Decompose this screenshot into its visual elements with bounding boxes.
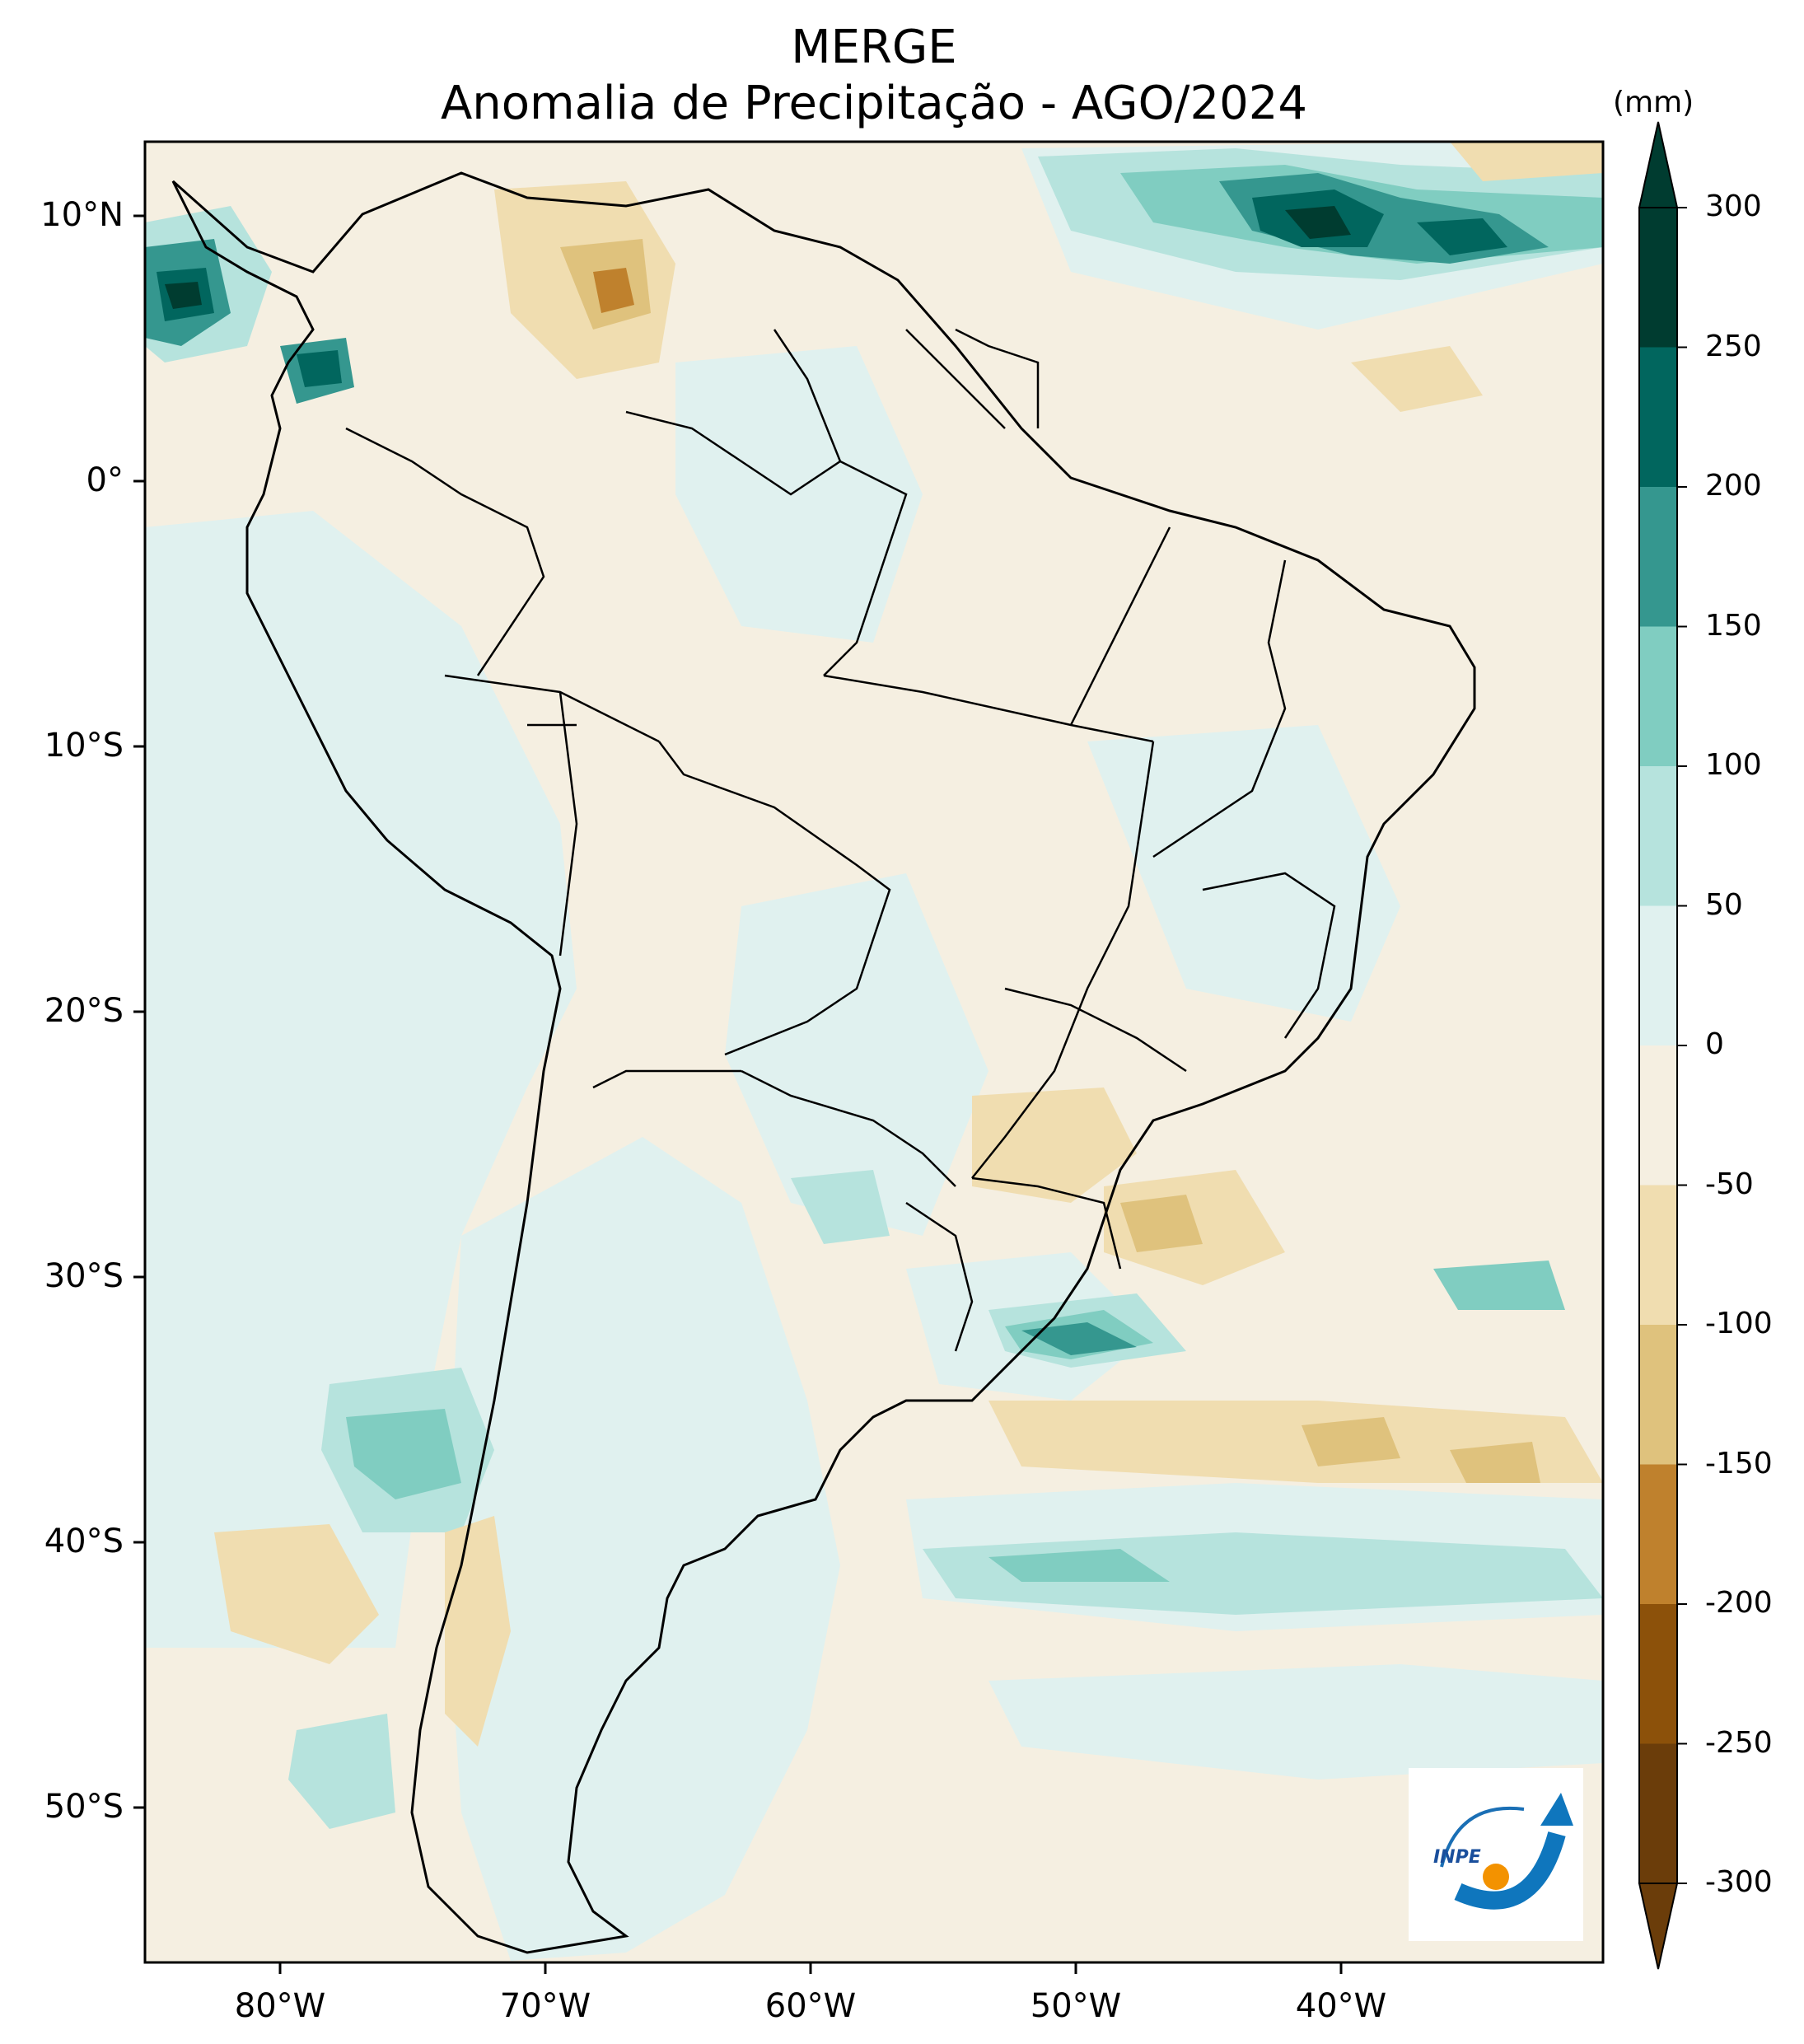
lon-label-40w: 40°W <box>1295 1987 1387 2025</box>
colorbar-segment <box>1639 626 1677 767</box>
colorbar-tick-label: 250 <box>1705 329 1762 363</box>
colorbar-tick-label: 50 <box>1705 887 1743 922</box>
lat-label-40s: 40°S <box>44 1522 124 1560</box>
strong-dry-regions <box>593 268 634 313</box>
colorbar-unit: (mm) <box>1613 86 1694 119</box>
lon-label-70w: 70°W <box>499 1987 591 2025</box>
colorbar-segment <box>1639 1604 1677 1744</box>
colorbar-extend-top <box>1638 121 1679 208</box>
colorbar-segment <box>1639 1045 1677 1186</box>
inpe-logo-text: INPE <box>1433 1847 1481 1868</box>
colorbar <box>1638 121 1687 1970</box>
lon-label-50w: 50°W <box>1030 1987 1122 2025</box>
colorbar-extend-bottom <box>1638 1883 1679 1970</box>
colorbar-tick-label: -50 <box>1705 1167 1754 1201</box>
country-borders <box>345 328 1336 1352</box>
colorbar-tick-label: -300 <box>1705 1865 1773 1899</box>
south-america-coastline <box>171 171 1476 1954</box>
colorbar-segment <box>1639 1325 1677 1465</box>
colorbar-segment <box>1639 487 1677 627</box>
colorbar-tick-label: -250 <box>1705 1725 1773 1760</box>
colorbar-tick-label: -100 <box>1705 1307 1773 1340</box>
lat-label-10s: 10°S <box>44 727 124 765</box>
colorbar-segment <box>1639 1464 1677 1605</box>
colorbar-tick-label: 300 <box>1705 189 1762 223</box>
lat-label-0: 0° <box>86 461 124 499</box>
inpe-logo-icon <box>1440 1793 1573 1910</box>
colorbar-tick-label: -150 <box>1705 1446 1773 1480</box>
colorbar-segment <box>1639 208 1677 348</box>
colorbar-tick-label: 200 <box>1705 469 1762 503</box>
inpe-logo: INPE <box>1409 1768 1583 1941</box>
lat-label-50s: 50°S <box>44 1788 124 1826</box>
colorbar-segment <box>1639 1743 1677 1884</box>
lon-label-60w: 60°W <box>764 1987 857 2025</box>
extreme-wet-regions <box>165 206 1351 309</box>
colorbar-tick-label: -200 <box>1705 1586 1773 1620</box>
colorbar-segment <box>1639 766 1677 906</box>
lat-label-10n: 10°N <box>40 196 124 234</box>
colorbar-tick-label: 150 <box>1705 608 1762 643</box>
map-frame <box>143 140 1605 1964</box>
lat-ticks <box>133 214 145 1809</box>
lat-label-20s: 20°S <box>44 992 124 1030</box>
title-line-2: Anomalia de Precipitação - AGO/2024 <box>440 77 1308 130</box>
lon-label-80w: 80°W <box>234 1987 326 2025</box>
lon-ticks <box>278 1962 1343 1974</box>
colorbar-segment <box>1639 1185 1677 1326</box>
title-line-1: MERGE <box>791 21 957 74</box>
colorbar-segment <box>1639 347 1677 488</box>
colorbar-tick-label: 0 <box>1705 1027 1724 1061</box>
colorbar-tick-label: 100 <box>1705 748 1762 782</box>
lat-label-30s: 30°S <box>44 1257 124 1295</box>
colorbar-segment <box>1639 905 1677 1046</box>
